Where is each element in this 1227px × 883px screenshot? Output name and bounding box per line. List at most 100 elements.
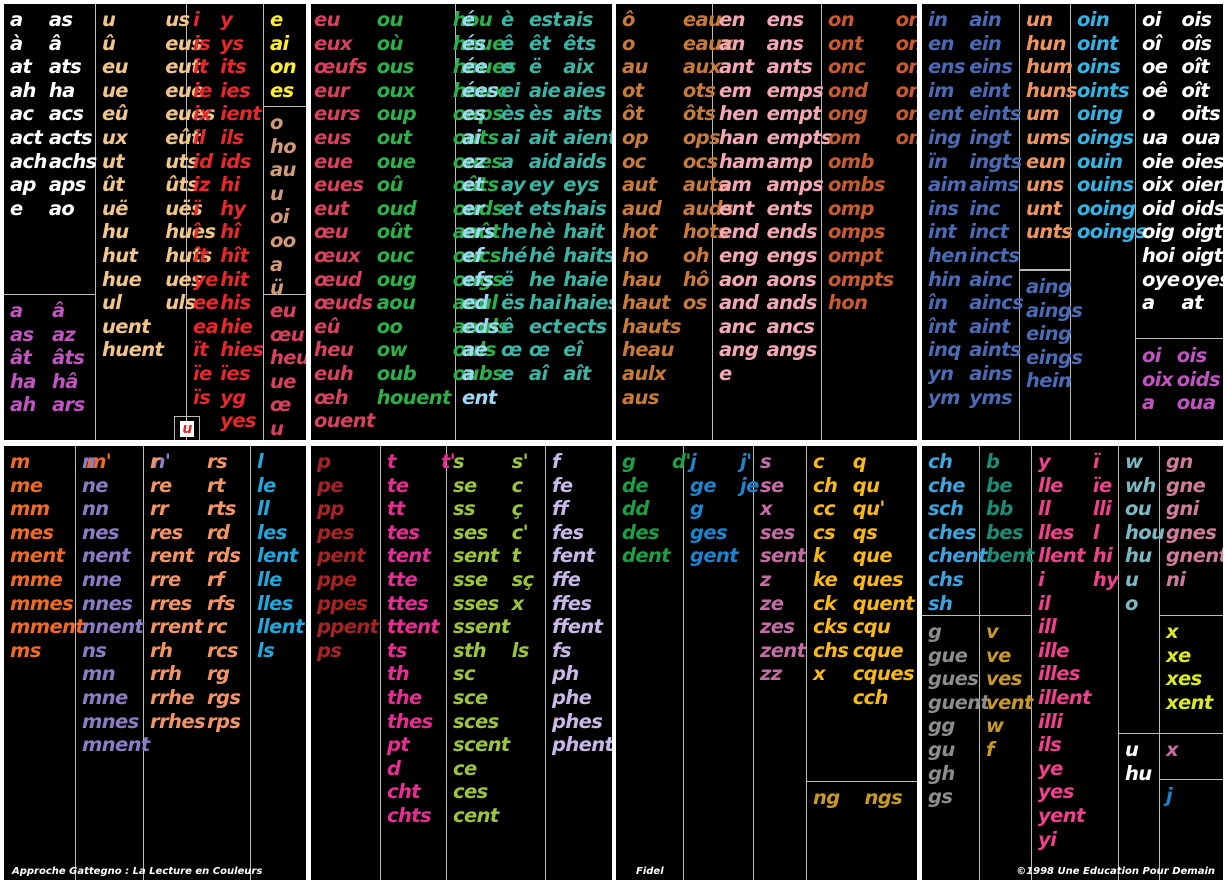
grapheme[interactable]: înt xyxy=(928,314,957,338)
grapheme[interactable]: rps xyxy=(206,709,241,733)
grapheme[interactable] xyxy=(1093,804,1118,828)
grapheme[interactable]: ât xyxy=(10,346,32,370)
grapheme[interactable]: tes xyxy=(387,520,420,544)
grapheme[interactable] xyxy=(1093,686,1118,710)
grapheme[interactable]: ach xyxy=(10,149,47,173)
grapheme[interactable]: ang xyxy=(719,338,759,362)
grapheme[interactable]: aim xyxy=(928,173,967,197)
grapheme[interactable]: oup xyxy=(376,102,417,126)
grapheme[interactable]: hî xyxy=(220,220,240,244)
grapheme[interactable]: hô xyxy=(682,267,710,291)
grapheme[interactable]: eaux xyxy=(682,31,734,55)
grapheme[interactable]: ap xyxy=(10,173,37,197)
grapheme[interactable]: oits xyxy=(1181,102,1221,126)
grapheme[interactable]: oigts xyxy=(1181,243,1223,267)
grapheme[interactable]: âts xyxy=(52,346,85,370)
grapheme[interactable]: a xyxy=(1142,291,1155,315)
grapheme[interactable]: ke xyxy=(813,567,838,591)
grapheme[interactable]: é xyxy=(462,8,475,31)
grapheme[interactable] xyxy=(501,386,527,410)
grapheme[interactable]: oît xyxy=(1181,55,1210,79)
grapheme[interactable]: ens xyxy=(928,55,966,79)
grapheme[interactable]: ons xyxy=(895,8,917,31)
grapheme[interactable]: yms xyxy=(969,385,1013,409)
grapheme[interactable]: û xyxy=(102,31,116,55)
grapheme[interactable]: de xyxy=(622,473,649,497)
grapheme[interactable]: aims xyxy=(969,173,1019,197)
grapheme[interactable]: rh xyxy=(150,638,173,662)
grapheme[interactable]: sses xyxy=(453,591,499,615)
grapheme[interactable]: x xyxy=(511,591,525,615)
grapheme[interactable]: aids xyxy=(563,149,607,173)
grapheme[interactable]: ouls xyxy=(452,338,497,362)
grapheme[interactable]: ts xyxy=(387,638,407,662)
grapheme[interactable]: ch xyxy=(813,473,838,497)
grapheme[interactable]: eau xyxy=(682,8,722,31)
grapheme[interactable] xyxy=(512,662,542,686)
grapheme[interactable]: oues xyxy=(452,149,503,173)
grapheme[interactable]: oid xyxy=(1142,196,1175,220)
grapheme[interactable]: eus xyxy=(314,125,352,149)
grapheme[interactable]: haie xyxy=(563,267,608,291)
grapheme[interactable]: ougs xyxy=(452,267,504,291)
grapheme[interactable]: œh xyxy=(314,385,349,409)
grapheme[interactable]: acs xyxy=(48,102,84,126)
grapheme[interactable]: illi xyxy=(1038,709,1063,733)
grapheme[interactable]: eû xyxy=(314,314,341,338)
grapheme[interactable]: ouent xyxy=(314,409,375,433)
grapheme[interactable]: nent xyxy=(82,544,131,568)
grapheme[interactable]: ées xyxy=(462,78,499,102)
grapheme[interactable]: œu xyxy=(270,322,305,346)
grapheme[interactable]: oie xyxy=(1142,149,1174,173)
grapheme[interactable]: ll xyxy=(1038,497,1051,521)
grapheme[interactable]: t xyxy=(387,450,396,473)
grapheme[interactable]: ûts xyxy=(165,173,199,197)
grapheme[interactable]: fe xyxy=(552,473,573,497)
grapheme[interactable]: acts xyxy=(48,125,93,149)
grapheme[interactable]: gn xyxy=(1166,450,1193,473)
grapheme[interactable]: ous xyxy=(376,55,415,79)
grapheme[interactable]: hen xyxy=(928,243,968,267)
grapheme[interactable] xyxy=(512,733,542,757)
grapheme[interactable]: et xyxy=(462,173,484,197)
grapheme[interactable]: j xyxy=(690,450,697,473)
grapheme[interactable]: eî xyxy=(563,338,582,362)
grapheme[interactable]: u xyxy=(1125,738,1139,761)
grapheme[interactable]: oû xyxy=(376,173,404,197)
grapheme[interactable]: ah xyxy=(10,78,36,102)
grapheme[interactable]: nes xyxy=(82,520,120,544)
grapheme[interactable]: oo xyxy=(270,228,296,252)
grapheme[interactable]: m xyxy=(10,450,30,473)
grapheme[interactable]: ho xyxy=(622,243,649,267)
grapheme[interactable]: ombs xyxy=(828,173,885,197)
grapheme[interactable]: haies xyxy=(563,291,612,315)
grapheme[interactable]: ot xyxy=(622,78,644,102)
grapheme[interactable]: ant xyxy=(719,55,754,79)
grapheme[interactable]: hun xyxy=(1026,31,1066,55)
grapheme[interactable]: hai xyxy=(528,291,562,315)
grapheme[interactable]: hauts xyxy=(622,314,681,338)
grapheme[interactable]: ill xyxy=(1038,615,1057,639)
grapheme[interactable]: as xyxy=(48,8,73,31)
grapheme[interactable]: ha xyxy=(10,369,36,393)
grapheme[interactable]: ut xyxy=(102,149,125,173)
grapheme[interactable]: empts xyxy=(766,125,833,149)
grapheme[interactable]: qu xyxy=(852,473,880,497)
grapheme[interactable]: ainc xyxy=(969,267,1013,291)
grapheme[interactable]: ï xyxy=(1092,450,1100,473)
grapheme[interactable]: ompts xyxy=(828,267,894,291)
grapheme[interactable]: ah xyxy=(10,393,36,417)
grapheme[interactable]: hau xyxy=(622,267,662,291)
grapheme[interactable]: oins xyxy=(1077,55,1121,79)
grapheme[interactable]: oub xyxy=(376,361,417,385)
grapheme[interactable]: eû xyxy=(102,102,129,126)
grapheme[interactable]: inc xyxy=(969,196,1000,220)
grapheme[interactable]: pt xyxy=(387,733,410,757)
grapheme[interactable]: gni xyxy=(1166,497,1199,521)
grapheme[interactable]: ë xyxy=(501,267,514,291)
grapheme[interactable]: ain xyxy=(969,8,1002,31)
grapheme[interactable]: be xyxy=(986,473,1013,497)
grapheme[interactable]: eng xyxy=(719,243,759,267)
grapheme[interactable]: ein xyxy=(969,31,1002,55)
grapheme[interactable]: rr xyxy=(150,497,169,521)
